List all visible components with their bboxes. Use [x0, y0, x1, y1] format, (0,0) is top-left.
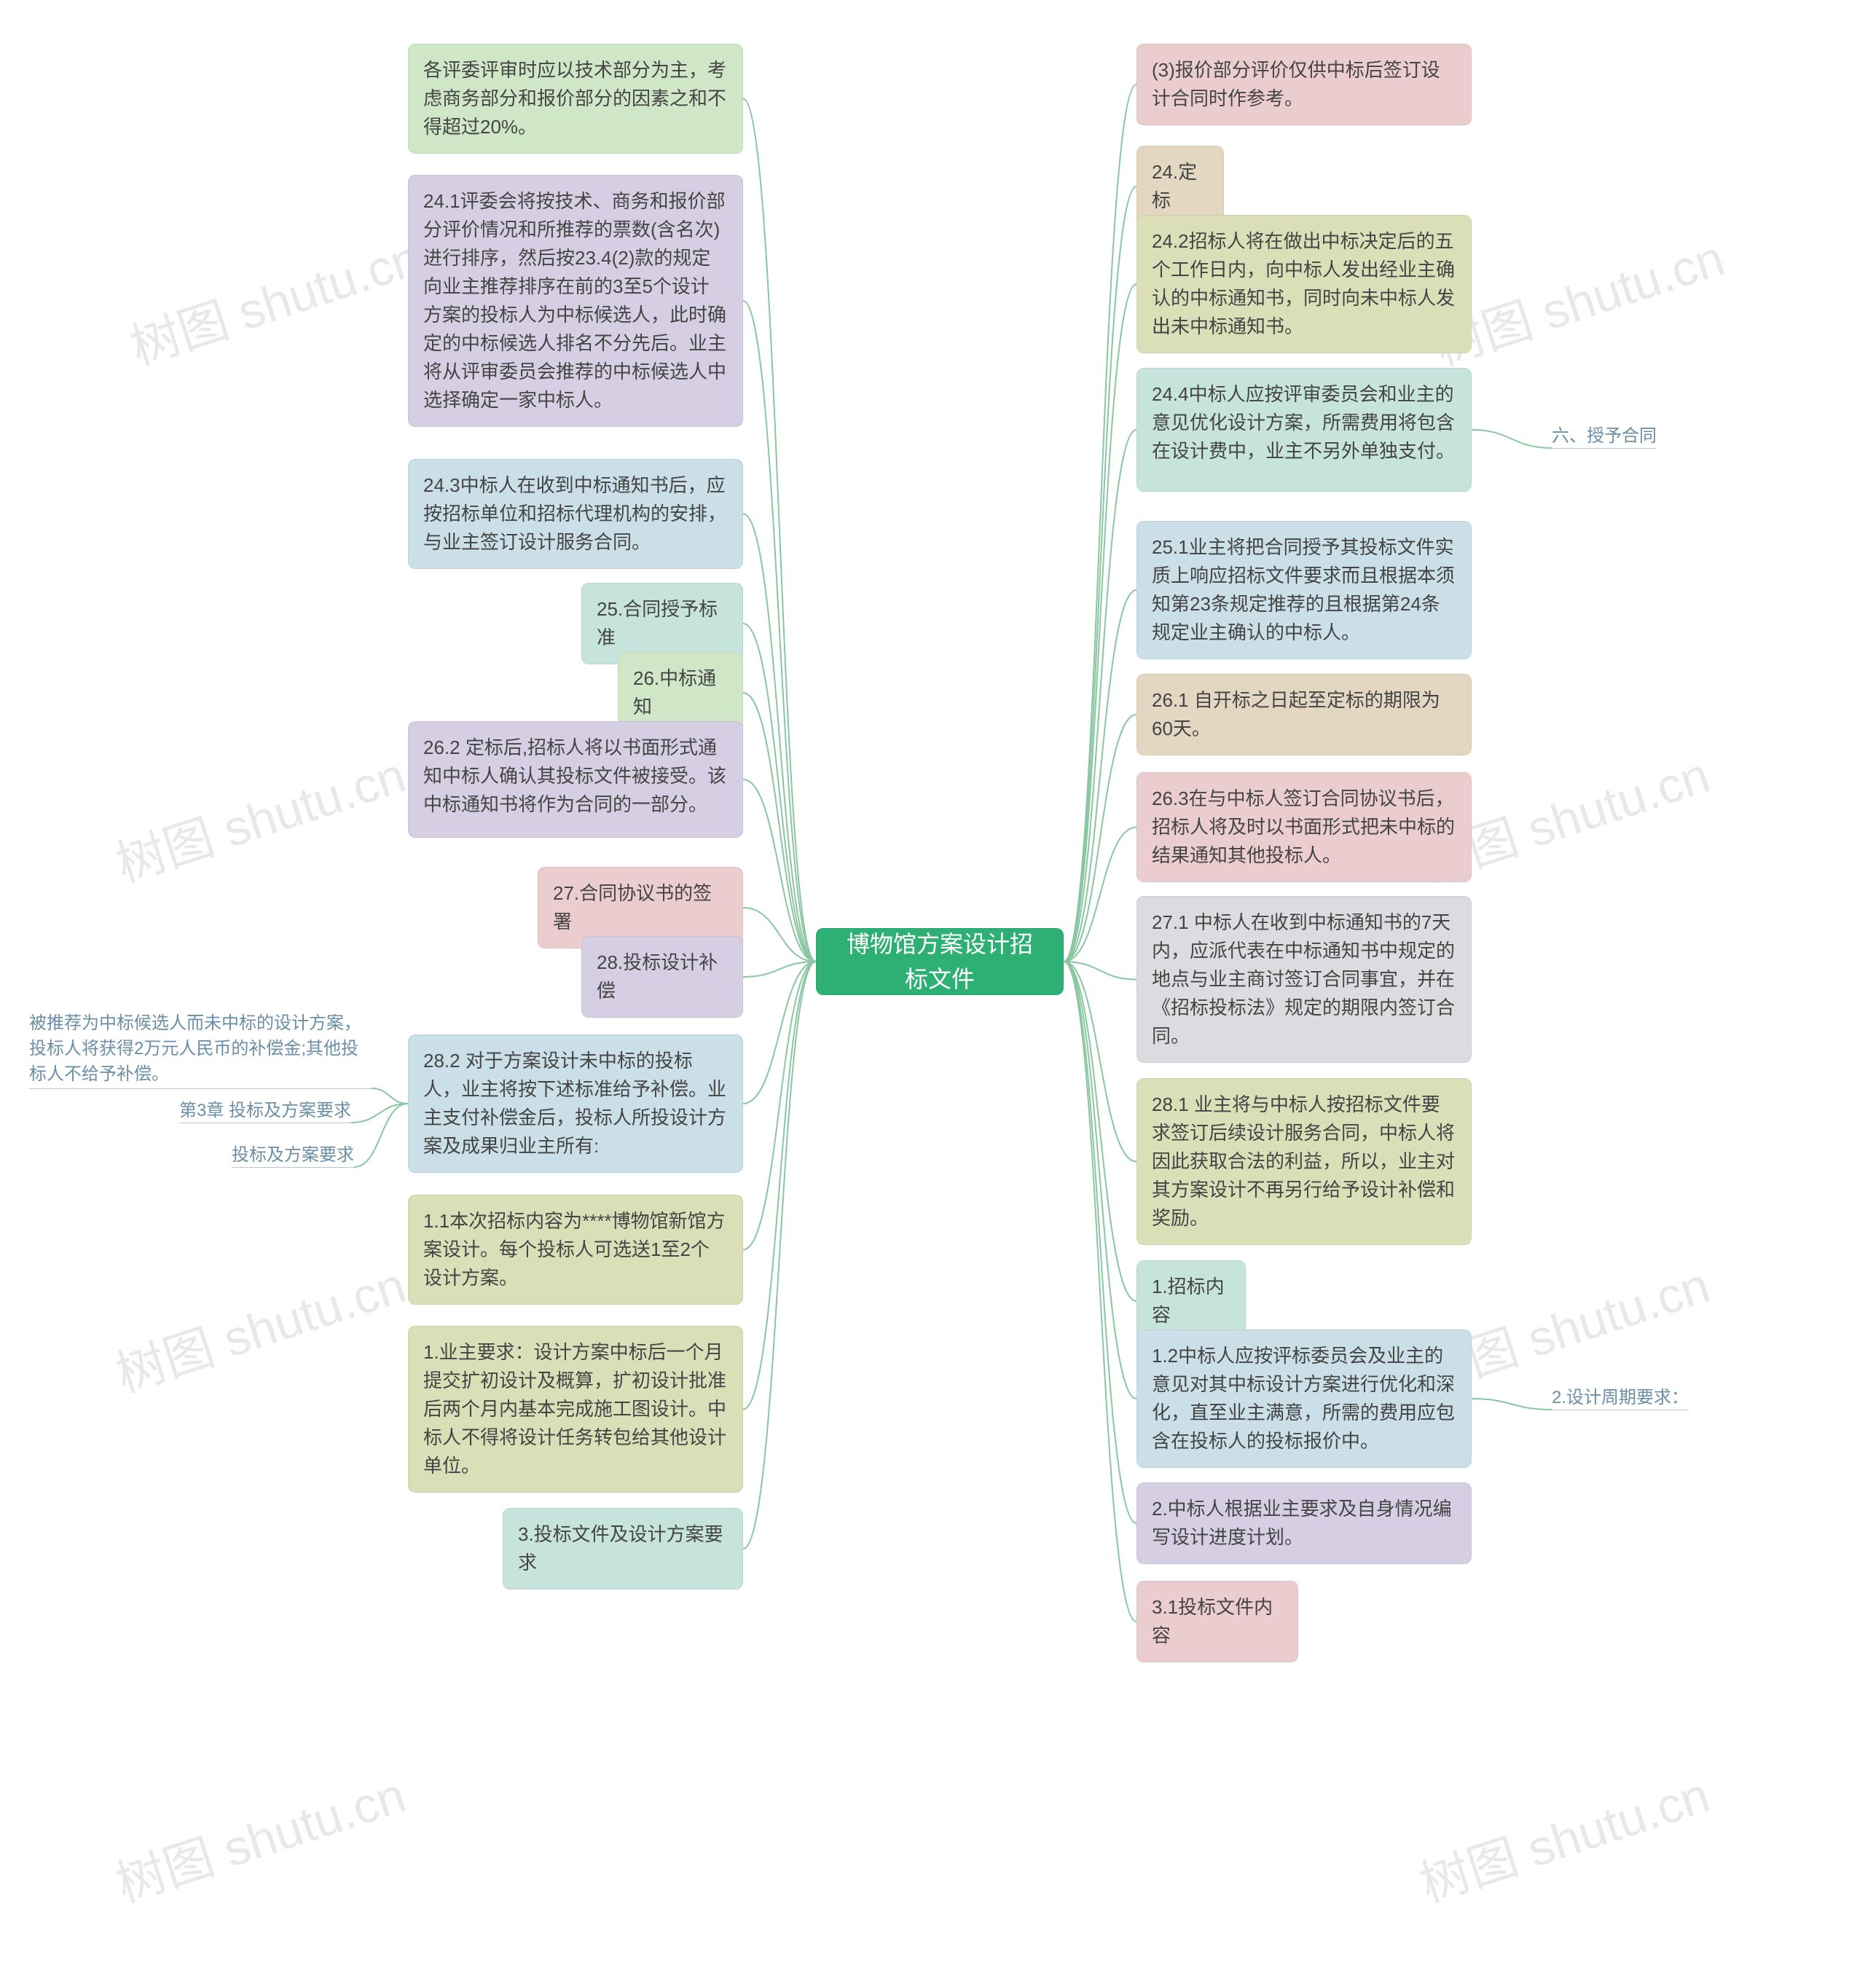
mindmap-leaf[interactable]: 第3章 投标及方案要求 — [179, 1096, 351, 1121]
connector — [743, 962, 816, 1104]
connector — [743, 624, 816, 962]
connector — [1064, 186, 1136, 962]
connector — [354, 1104, 408, 1167]
connector — [372, 1088, 408, 1104]
connector — [743, 779, 816, 962]
mindmap-node[interactable]: 26.2 定标后,招标人将以书面形式通知中标人确认其投标文件被接受。该中标通知书… — [408, 721, 743, 838]
watermark: 树图 shutu.cn — [120, 218, 428, 379]
connector — [1064, 962, 1136, 980]
connector — [743, 99, 816, 962]
root-node[interactable]: 博物馆方案设计招标文件 — [816, 928, 1064, 995]
mindmap-node[interactable]: (3)报价部分评价仅供中标后签订设计合同时作参考。 — [1136, 44, 1472, 125]
connector — [351, 1104, 408, 1123]
connector — [1064, 284, 1136, 962]
mindmap-node[interactable]: 28.1 业主将与中标人按招标文件要求签订后续设计服务合同，中标人将因此获取合法… — [1136, 1078, 1472, 1245]
connector — [743, 962, 816, 1410]
mindmap-node[interactable]: 1.2中标人应按评标委员会及业主的意见对其中标设计方案进行优化和深化，直至业主满… — [1136, 1329, 1472, 1468]
mindmap-node[interactable]: 24.3中标人在收到中标通知书后，应按招标单位和招标代理机构的安排，与业主签订设… — [408, 459, 743, 569]
connector — [1064, 590, 1136, 962]
mindmap-node[interactable]: 1.1本次招标内容为****博物馆新馆方案设计。每个投标人可选送1至2个设计方案… — [408, 1195, 743, 1305]
watermark: 树图 shutu.cn — [1410, 1755, 1717, 1916]
mindmap-node[interactable]: 3.投标文件及设计方案要求 — [503, 1508, 743, 1590]
mindmap-leaf[interactable]: 2.设计周期要求： — [1552, 1383, 1689, 1408]
leaf-underline — [232, 1167, 354, 1168]
connector — [743, 301, 816, 962]
watermark: 树图 shutu.cn — [106, 1245, 413, 1406]
mindmap-node[interactable]: 各评委评审时应以技术部分为主，考虑商务部分和报价部分的因素之和不得超过20%。 — [408, 44, 743, 154]
mindmap-node[interactable]: 24.1评委会将按技术、商务和报价部分评价情况和所推荐的票数(含名次)进行排序，… — [408, 175, 743, 427]
mindmap-node[interactable]: 3.1投标文件内容 — [1136, 1581, 1298, 1662]
mindmap-node[interactable]: 2.中标人根据业主要求及自身情况编写设计进度计划。 — [1136, 1482, 1472, 1564]
connector — [743, 908, 816, 962]
mindmap-node[interactable]: 1.业主要求：设计方案中标后一个月提交扩初设计及概算，扩初设计批准后两个月内基本… — [408, 1326, 743, 1493]
mindmap-leaf[interactable]: 投标及方案要求 — [232, 1140, 354, 1166]
mindmap-node[interactable]: 26.1 自开标之日起至定标的期限为60天。 — [1136, 674, 1472, 755]
connector — [1064, 430, 1136, 962]
connector — [1064, 962, 1136, 1399]
watermark: 树图 shutu.cn — [106, 735, 413, 896]
connector — [1472, 430, 1552, 448]
connector — [743, 962, 816, 977]
connector — [1064, 962, 1136, 1301]
connector — [1064, 828, 1136, 962]
mindmap-canvas: 树图 shutu.cn 树图 shutu.cn 树图 shutu.cn 树图 shut… — [0, 0, 1865, 1988]
connector — [1064, 85, 1136, 962]
connector — [743, 514, 816, 962]
leaf-underline — [1552, 448, 1657, 449]
mindmap-leaf[interactable]: 被推荐为中标候选人而未中标的设计方案，投标人将获得2万元人民币的补偿金;其他投标… — [29, 1011, 372, 1087]
leaf-underline — [29, 1088, 372, 1089]
connector — [743, 962, 816, 1549]
connector — [1472, 1399, 1552, 1410]
mindmap-node[interactable]: 27.1 中标人在收到中标通知书的7天内，应派代表在中标通知书中规定的地点与业主… — [1136, 896, 1472, 1063]
connector — [1064, 962, 1136, 1523]
mindmap-node[interactable]: 24.2招标人将在做出中标决定后的五个工作日内，向中标人发出经业主确认的中标通知… — [1136, 215, 1472, 353]
mindmap-node[interactable]: 28.2 对于方案设计未中标的投标人，业主将按下述标准给予补偿。业主支付补偿金后… — [408, 1034, 743, 1173]
mindmap-leaf[interactable]: 六、授予合同 — [1552, 421, 1657, 447]
connector — [743, 962, 816, 1250]
connector — [1064, 962, 1136, 1162]
mindmap-node[interactable]: 25.1业主将把合同授予其投标文件实质上响应招标文件要求而且根据本须知第23条规… — [1136, 521, 1472, 659]
watermark: 树图 shutu.cn — [106, 1755, 413, 1916]
mindmap-node[interactable]: 24.4中标人应按评审委员会和业主的意见优化设计方案，所需费用将包含在设计费中，… — [1136, 368, 1472, 492]
connector — [743, 693, 816, 962]
connector — [1064, 962, 1136, 1622]
mindmap-node[interactable]: 28.投标设计补偿 — [581, 936, 743, 1018]
connector — [1064, 715, 1136, 962]
mindmap-node[interactable]: 26.3在与中标人签订合同协议书后，招标人将及时以书面形式把未中标的结果通知其他… — [1136, 772, 1472, 882]
